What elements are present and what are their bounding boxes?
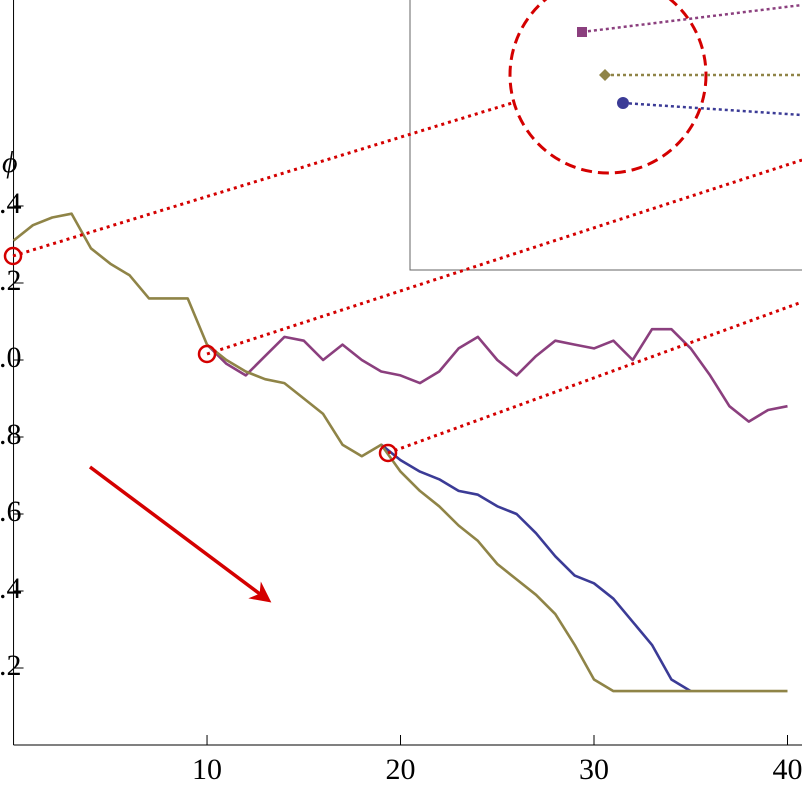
x-tick-label: 10 <box>192 753 222 786</box>
y-tick-label: 1.4 <box>0 187 22 220</box>
y-tick-label: 0.6 <box>0 495 22 528</box>
inset-marker <box>599 69 611 81</box>
connector <box>387 300 802 455</box>
branch-circle <box>197 344 217 364</box>
x-tick-label: 20 <box>386 753 416 786</box>
arrow <box>88 465 272 603</box>
series-line <box>380 443 692 693</box>
inset-line <box>581 3 802 34</box>
y-tick-label: 1.2 <box>0 264 22 297</box>
connector <box>206 158 802 356</box>
branch-circle <box>378 443 398 463</box>
branch-circle <box>3 246 23 266</box>
series-line <box>206 327 788 423</box>
y-tick-label: 1.0 <box>0 341 22 374</box>
inset <box>409 0 802 271</box>
inset-circle <box>508 0 708 175</box>
inset-line <box>622 101 802 117</box>
inset-frame <box>409 0 802 271</box>
inset-marker <box>617 97 629 109</box>
y-tick-label: 0.8 <box>0 418 22 451</box>
x-tick-label: 30 <box>579 753 609 786</box>
inset-marker <box>577 27 587 37</box>
x-tick-label: 40 <box>772 753 802 786</box>
y-tick-label: 0.2 <box>0 649 22 682</box>
series-line <box>12 212 788 693</box>
connector <box>12 101 513 258</box>
y-axis-label: ϕ <box>2 146 18 179</box>
annotations <box>3 101 802 603</box>
y-tick-label: 0.4 <box>0 572 22 605</box>
